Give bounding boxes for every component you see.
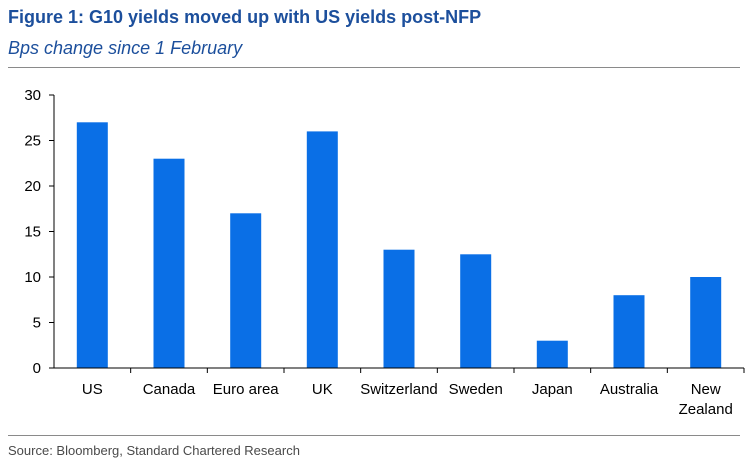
chart-axes — [49, 94, 745, 373]
y-tick-label: 25 — [24, 133, 41, 150]
bar — [383, 249, 415, 368]
x-tick-label: US — [82, 381, 103, 398]
x-tick-label: Australia — [600, 381, 659, 398]
x-tick-label: Zealand — [679, 401, 733, 418]
x-tick-label: Euro area — [213, 381, 280, 398]
x-tick-label: New — [691, 381, 721, 398]
x-axis-labels: US Canada Euro area UK Switzerland Sweden Japa… — [82, 381, 733, 418]
y-tick-label: 30 — [24, 87, 41, 104]
y-tick-label: 0 — [33, 360, 41, 377]
x-tick-label: Japan — [532, 381, 573, 398]
y-tick-label: 20 — [24, 178, 41, 195]
bar — [153, 158, 185, 368]
bar — [230, 213, 262, 368]
y-tick-label: 15 — [24, 224, 41, 241]
bottom-divider — [8, 435, 740, 436]
x-tick-label: UK — [312, 381, 333, 398]
bar-chart: 0 5 10 15 20 25 30 US Canada Euro area UK Switzerl… — [24, 87, 745, 418]
y-tick-label: 5 — [33, 315, 41, 332]
x-tick-label: Switzerland — [360, 381, 438, 398]
bar — [536, 340, 568, 368]
bar — [613, 295, 645, 368]
bar — [690, 277, 722, 368]
chart-subtitle: Bps change since 1 February — [8, 38, 243, 58]
bar — [460, 254, 492, 369]
chart-title: Figure 1: G10 yields moved up with US yi… — [8, 7, 482, 27]
x-tick-label: Sweden — [449, 381, 503, 398]
bar — [306, 131, 338, 368]
y-tick-label: 10 — [24, 269, 41, 286]
top-divider — [8, 67, 740, 68]
x-tick-label: Canada — [143, 381, 196, 398]
bar — [76, 122, 108, 368]
source-note: Source: Bloomberg, Standard Chartered Re… — [8, 443, 300, 458]
bar-series — [76, 122, 722, 369]
y-axis-labels: 0 5 10 15 20 25 30 — [24, 87, 41, 377]
